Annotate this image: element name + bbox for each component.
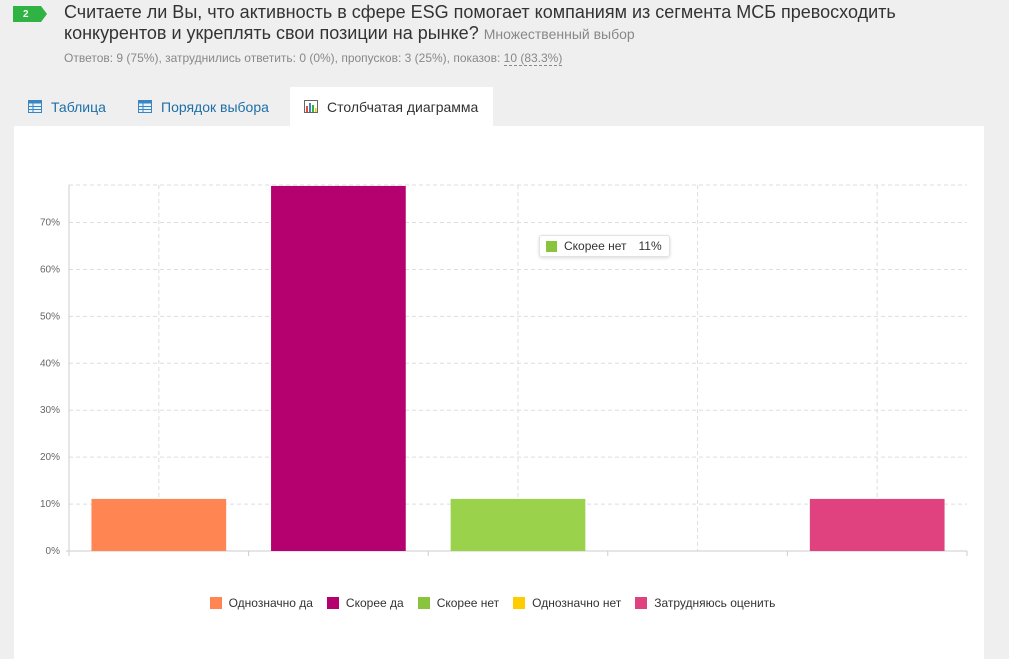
tab-label: Порядок выбора (161, 98, 269, 115)
bar (809, 498, 945, 551)
legend-swatch (326, 597, 339, 609)
table-icon (138, 100, 152, 113)
question-text: Считаете ли Вы, что активность в сфере E… (64, 2, 896, 43)
bar (450, 498, 586, 551)
question-number: 2 (23, 8, 29, 20)
legend-label: Скорее да (345, 596, 404, 610)
tab-table[interactable]: Таблица (14, 87, 124, 126)
tooltip-swatch (546, 240, 557, 252)
table-icon (28, 100, 42, 113)
bar (91, 498, 227, 551)
legend-swatch (209, 597, 222, 609)
y-tick-label: 0% (46, 546, 61, 557)
y-tick-label: 30% (40, 405, 60, 416)
view-tabs: Таблица Порядок выбора Столбчатая диагра… (14, 87, 493, 126)
legend-item[interactable]: Затрудняюсь оценить (635, 596, 775, 610)
y-tick-label: 50% (40, 311, 60, 322)
y-tick-label: 70% (40, 218, 60, 229)
legend-swatch (417, 597, 430, 609)
y-tick-label: 60% (40, 264, 60, 275)
legend-swatch (635, 597, 648, 609)
chart-legend: Однозначно да Скорее да Скорее нет Однознач… (0, 596, 985, 610)
bar (271, 185, 406, 551)
legend-label: Однозначно да (228, 596, 313, 610)
question-type: Множественный выбор (483, 26, 635, 42)
legend-label: Однозначно нет (532, 596, 622, 610)
bar-chart: 0% 10% 20% 30% 40% 50% 60% 70% (40, 184, 968, 557)
tooltip-label: Скорее нет (564, 239, 627, 253)
legend-item[interactable]: Однозначно да (209, 596, 313, 610)
legend-item[interactable]: Однозначно нет (513, 596, 621, 610)
chart-panel: 0% 10% 20% 30% 40% 50% 60% 70% (14, 126, 984, 659)
legend-label: Скорее нет (436, 596, 500, 610)
tab-bar-chart[interactable]: Столбчатая диаграмма (290, 87, 493, 126)
stats-text: Ответов: 9 (75%), затруднились ответить:… (64, 51, 504, 65)
legend-swatch (513, 597, 526, 609)
question-number-badge: 2 (13, 6, 47, 22)
legend-label: Затрудняюсь оценить (654, 596, 776, 610)
tooltip-value: 11% (638, 239, 662, 253)
y-tick-label: 10% (40, 499, 60, 510)
question-stats: Ответов: 9 (75%), затруднились ответить:… (64, 51, 563, 66)
bar-chart-icon (304, 100, 318, 113)
y-tick-label: 40% (40, 358, 60, 369)
legend-item[interactable]: Скорее нет (417, 596, 500, 610)
legend-item[interactable]: Скорее да (326, 596, 404, 610)
tab-selection-order[interactable]: Порядок выбора (124, 87, 290, 126)
tab-label: Таблица (51, 98, 106, 115)
question-title: Считаете ли Вы, что активность в сфере E… (64, 2, 964, 45)
tab-label: Столбчатая диаграмма (327, 98, 479, 115)
views-link[interactable]: 10 (83.3%) (503, 51, 563, 66)
y-tick-label: 20% (40, 452, 60, 463)
chart-tooltip: Скорее нет 11% (539, 235, 670, 257)
